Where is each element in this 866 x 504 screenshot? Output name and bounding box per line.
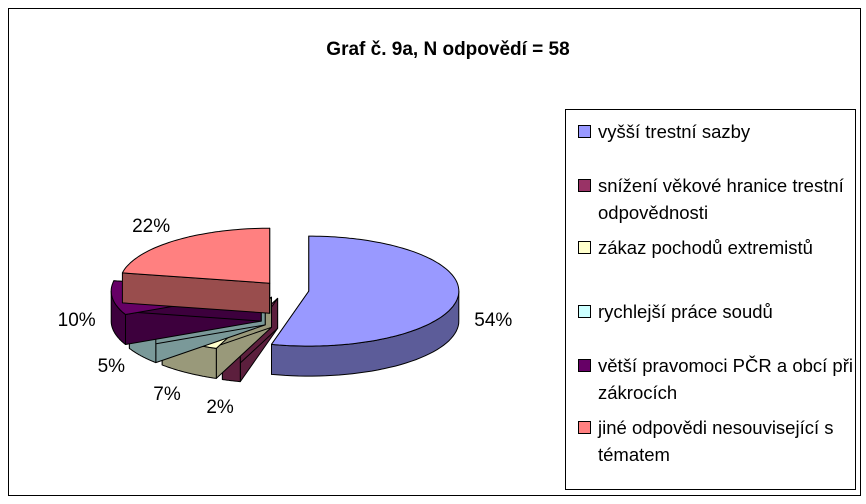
- legend-item: jiné odpovědi nesouvisející s tématem: [578, 414, 853, 468]
- legend-item: snížení věkové hranice trestní odpovědno…: [578, 172, 853, 226]
- legend-item: rychlejší práce soudů: [578, 298, 853, 325]
- legend-label: větší pravomoci PČR a obcí při zákrocích: [598, 355, 853, 403]
- legend-item: zákaz pochodů extremistů: [578, 234, 853, 261]
- legend-label: zákaz pochodů extremistů: [598, 237, 813, 258]
- slice-top: [121, 227, 271, 284]
- data-label: 7%: [153, 384, 181, 405]
- legend-swatch: [578, 359, 591, 372]
- legend-swatch: [578, 125, 591, 138]
- chart-title: Graf č. 9a, N odpovědí = 58: [326, 39, 569, 60]
- legend-swatch: [578, 421, 591, 434]
- legend: vyšší trestní sazby snížení věkové hranic…: [565, 109, 856, 490]
- legend-item: větší pravomoci PČR a obcí při zákrocích: [578, 352, 853, 406]
- data-label: 10%: [58, 310, 96, 331]
- slice: [271, 235, 460, 377]
- legend-label: rychlejší práce soudů: [598, 301, 773, 322]
- legend-label: jiné odpovědi nesouvisející s tématem: [598, 417, 834, 465]
- legend-swatch: [578, 305, 591, 318]
- data-label: 2%: [206, 397, 234, 418]
- data-label: 54%: [474, 310, 512, 331]
- data-label: 22%: [132, 216, 170, 237]
- legend-swatch: [578, 241, 591, 254]
- slice-top: [271, 235, 460, 347]
- legend-label: snížení věkové hranice trestní odpovědno…: [598, 175, 844, 223]
- data-label: 5%: [98, 356, 126, 377]
- legend-label: vyšší trestní sazby: [598, 121, 751, 142]
- legend-item: vyšší trestní sazby: [578, 118, 853, 145]
- slice: [121, 227, 271, 314]
- legend-swatch: [578, 179, 591, 192]
